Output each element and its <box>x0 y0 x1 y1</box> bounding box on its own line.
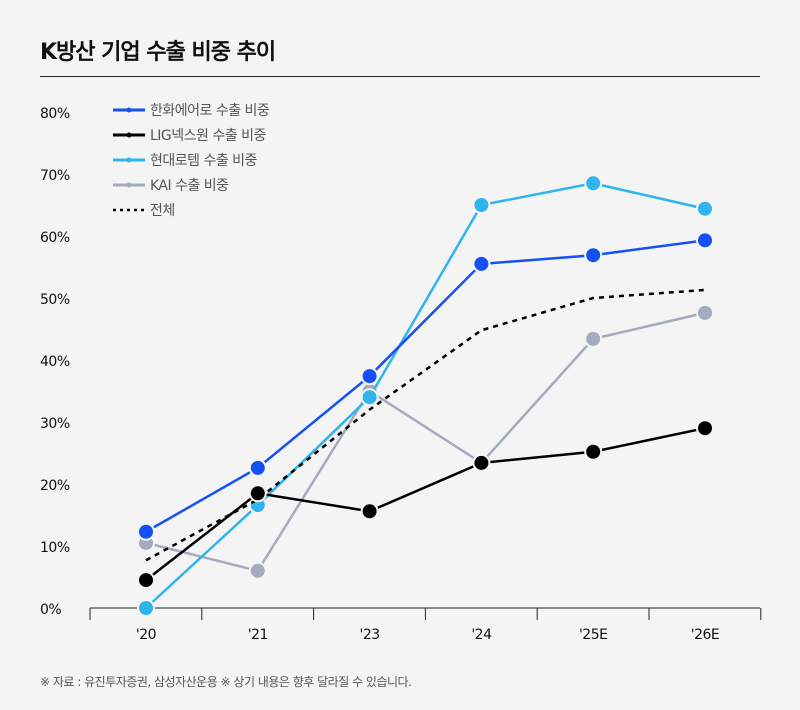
data-point <box>472 453 491 472</box>
legend-marker <box>126 107 132 113</box>
data-point <box>248 458 267 477</box>
legend-label: 전체 <box>150 203 175 219</box>
legend-label: 현대로템 수출 비중 <box>150 153 258 169</box>
y-tick-label: 80% <box>40 106 70 122</box>
legend-label: LIG넥스원 수출 비중 <box>150 128 266 144</box>
x-tick-label: '24 <box>471 627 492 643</box>
data-point <box>248 484 267 503</box>
series-line <box>145 239 706 533</box>
chart-title: K방산 기업 수출 비중 추이 <box>40 40 276 65</box>
data-point <box>472 254 491 273</box>
data-point <box>137 522 155 541</box>
legend-label: KAI 수출 비중 <box>150 178 229 194</box>
title-divider <box>40 76 760 77</box>
data-point <box>696 303 714 322</box>
data-point <box>137 599 155 617</box>
data-point <box>696 199 714 218</box>
y-tick-label: 70% <box>40 168 70 184</box>
data-point <box>584 174 603 193</box>
data-point <box>472 196 491 214</box>
series-line <box>145 311 706 573</box>
data-point <box>696 231 714 250</box>
data-point <box>584 442 603 461</box>
data-point <box>360 388 379 407</box>
data-point <box>137 571 155 590</box>
x-tick-label: '21 <box>248 627 268 643</box>
x-tick-label: '20 <box>136 627 156 643</box>
y-tick-label: 0% <box>40 602 61 618</box>
series-line <box>145 182 706 609</box>
data-point <box>584 329 603 348</box>
data-point <box>248 561 267 580</box>
x-tick-label: '25E <box>579 627 608 643</box>
y-tick-label: 30% <box>40 416 70 432</box>
legend-marker <box>126 132 132 138</box>
y-tick-label: 20% <box>40 478 70 494</box>
data-point <box>360 502 379 521</box>
x-tick-label: '23 <box>360 627 380 643</box>
x-tick-label: '26E <box>691 627 720 643</box>
y-tick-label: 40% <box>40 354 70 370</box>
data-point <box>696 419 714 438</box>
y-tick-label: 60% <box>40 230 70 246</box>
source-note: ※ 자료 : 유진투자증권, 삼성자산운용 ※ 상기 내용은 향후 달라질 수 … <box>40 675 412 689</box>
legend-label: 한화에어로 수출 비중 <box>150 103 270 119</box>
series-line-overall <box>145 288 706 562</box>
legend-marker <box>126 182 132 188</box>
data-point <box>584 246 603 265</box>
y-tick-label: 50% <box>40 292 70 308</box>
data-point <box>360 367 379 386</box>
y-tick-label: 10% <box>40 540 70 556</box>
legend-marker <box>126 157 132 163</box>
series-line <box>145 426 706 582</box>
